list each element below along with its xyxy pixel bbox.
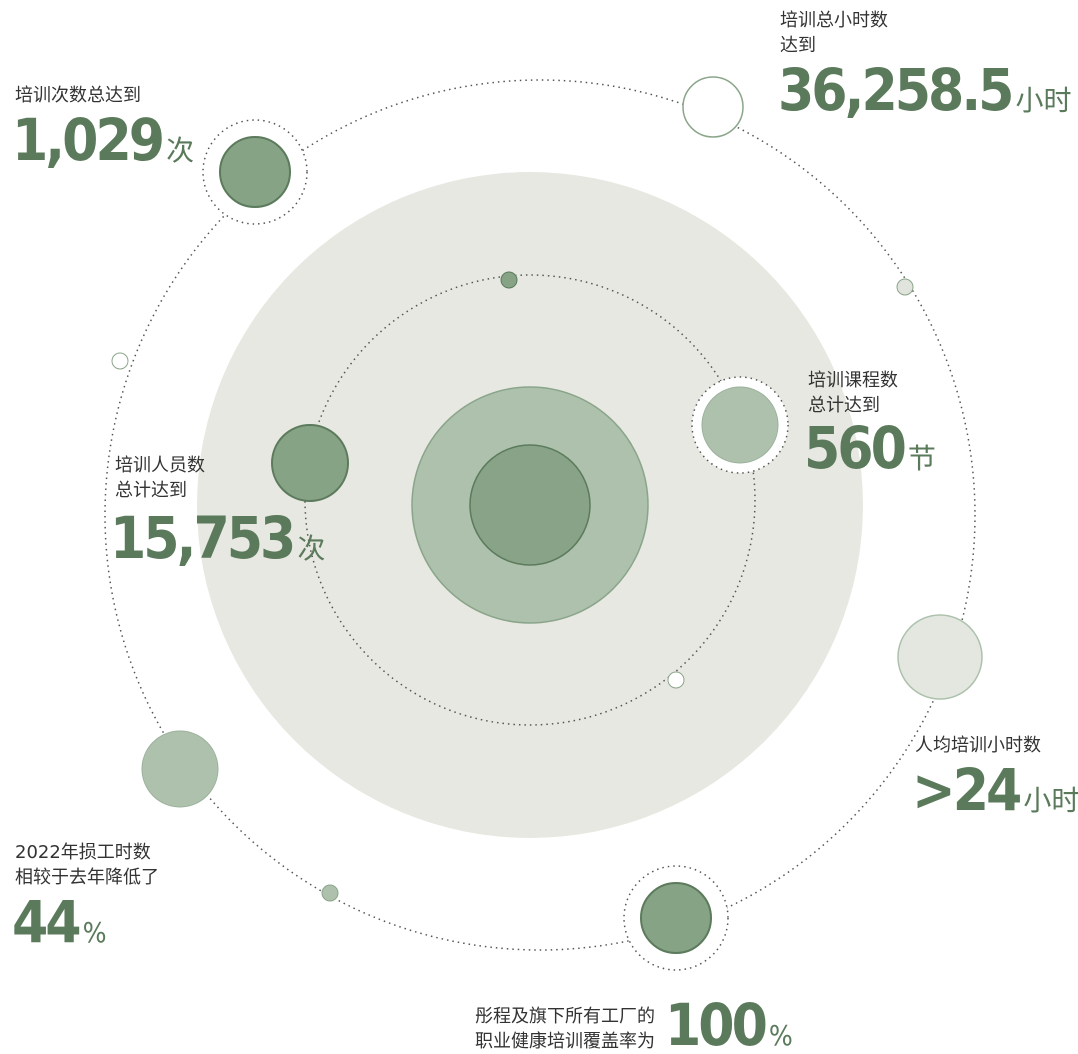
stat-unit: % xyxy=(83,916,107,949)
planet xyxy=(701,386,779,464)
stat-label: 2022年损工时数 xyxy=(15,842,151,863)
stat-unit: 小时 xyxy=(1023,784,1078,817)
stat-label: 培训课程数 xyxy=(808,370,898,391)
stat-label: 培训次数总达到 xyxy=(15,85,141,106)
stat-label: 职业健康培训覆盖率为 xyxy=(475,1031,655,1052)
stat-figure: 560 节 xyxy=(804,414,936,482)
stat-figure: >24 小时 xyxy=(912,756,1078,824)
planet xyxy=(640,882,712,954)
stat-value: 100 xyxy=(665,991,766,1054)
stat-label: 相较于去年降低了 xyxy=(15,867,159,888)
stat-label: 达到 xyxy=(780,35,816,56)
stat-value: 560 xyxy=(804,414,905,482)
stat-figure: 1,029 次 xyxy=(12,106,194,174)
stat-figure: 36,258.5 小时 xyxy=(778,56,1072,124)
stat-figure: 15,753 次 xyxy=(110,504,325,572)
stat-unit: 节 xyxy=(908,442,936,475)
planet xyxy=(682,76,744,138)
planet xyxy=(500,271,518,289)
outer-orbit xyxy=(104,79,976,951)
planet xyxy=(141,730,219,808)
planet xyxy=(111,352,129,370)
stat-value: 36,258.5 xyxy=(778,56,1012,124)
stat-label: 总计达到 xyxy=(115,480,187,501)
planet xyxy=(271,424,349,502)
core-inner xyxy=(469,444,591,566)
planet xyxy=(897,614,983,700)
stat-unit: 次 xyxy=(297,532,325,565)
stat-value: 15,753 xyxy=(110,504,293,572)
stat-label: 彤程及旗下所有工厂的 xyxy=(475,1006,655,1027)
planet xyxy=(667,671,685,689)
stat-value: 1,029 xyxy=(12,106,162,174)
stat-label: 人均培训小时数 xyxy=(915,735,1041,756)
inner-orbit xyxy=(304,274,756,726)
stat-unit: % xyxy=(769,1019,793,1052)
stat-value: 44 xyxy=(12,888,79,956)
planet xyxy=(896,278,914,296)
stat-label: 培训人员数 xyxy=(115,455,205,476)
stat-figure: 100% xyxy=(665,991,793,1054)
planet xyxy=(219,136,291,208)
planet xyxy=(321,884,339,902)
stat-label: 培训总小时数 xyxy=(780,10,888,31)
stat-unit: 小时 xyxy=(1016,84,1072,117)
stat-figure: 44% xyxy=(12,888,107,956)
stat-label: 总计达到 xyxy=(808,395,880,416)
stat-value: >24 xyxy=(912,756,1020,824)
stat-unit: 次 xyxy=(166,134,194,167)
